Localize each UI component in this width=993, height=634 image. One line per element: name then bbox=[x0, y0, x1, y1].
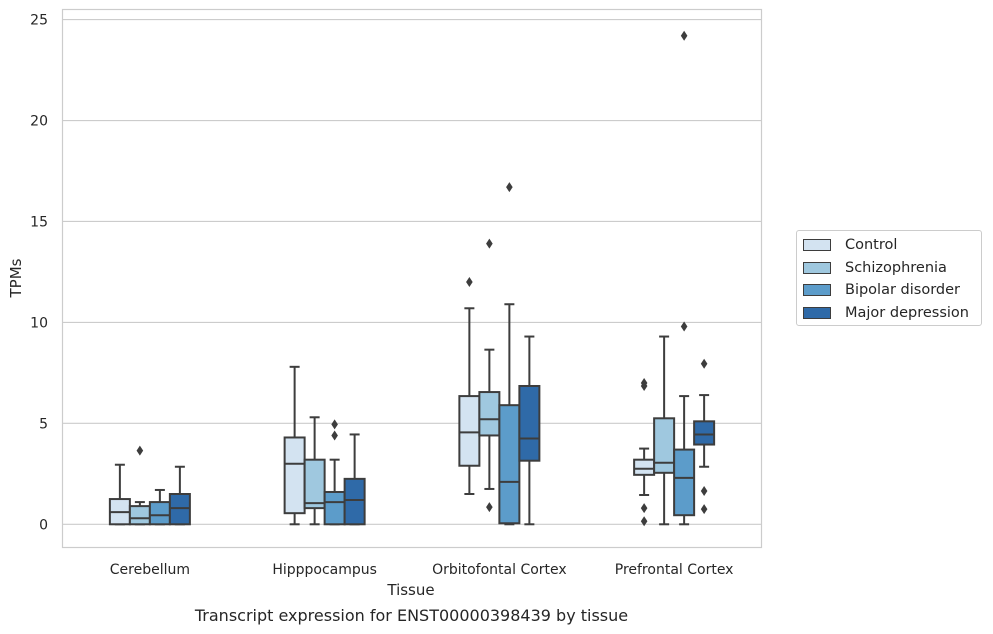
box-1-3 bbox=[653, 335, 676, 526]
series-bipolar-disorder bbox=[148, 30, 696, 526]
box-2-3 bbox=[673, 30, 696, 526]
legend-swatch-control bbox=[803, 239, 831, 251]
box-iqr bbox=[128, 505, 151, 526]
box-3-3 bbox=[693, 358, 716, 515]
box-0-1 bbox=[283, 365, 306, 526]
outlier-point bbox=[486, 502, 493, 513]
box-iqr bbox=[343, 477, 366, 526]
outlier-point bbox=[331, 430, 338, 441]
legend-item-major-depression: Major depression bbox=[803, 304, 969, 322]
legend-label-schizophrenia: Schizophrenia bbox=[845, 260, 947, 276]
box-iqr bbox=[693, 420, 716, 446]
series-schizophrenia bbox=[128, 238, 676, 526]
legend-label-major-depression: Major depression bbox=[845, 305, 969, 321]
box-iqr bbox=[633, 458, 656, 476]
outlier-point bbox=[486, 238, 493, 249]
legend-swatch-bipolar-disorder bbox=[803, 284, 831, 296]
legend-swatch-schizophrenia bbox=[803, 262, 831, 274]
box-2-2 bbox=[498, 182, 521, 526]
box-3-2 bbox=[518, 335, 541, 526]
box-iqr bbox=[303, 458, 326, 510]
box-3-0 bbox=[168, 465, 191, 526]
outlier-point bbox=[680, 321, 688, 332]
series-major-depression bbox=[168, 335, 716, 526]
outlier-point bbox=[466, 277, 473, 288]
legend-item-control: Control bbox=[803, 236, 897, 254]
box-3-1 bbox=[343, 433, 366, 526]
outlier-point bbox=[680, 30, 688, 41]
box-iqr bbox=[283, 436, 306, 515]
x-tick-label-0: Cerebellum bbox=[110, 562, 190, 578]
legend-item-schizophrenia: Schizophrenia bbox=[803, 259, 947, 277]
box-iqr bbox=[458, 395, 481, 467]
outlier-point bbox=[640, 516, 648, 527]
x-tick-label-3: Prefrontal Cortex bbox=[615, 562, 734, 578]
y-tick-label-5: 5 bbox=[39, 416, 48, 432]
chart-legend: Control Schizophrenia Bipolar disorder M… bbox=[796, 230, 982, 326]
legend-label-control: Control bbox=[845, 237, 898, 253]
outlier-point bbox=[700, 358, 708, 369]
box-iqr bbox=[498, 404, 521, 525]
box-series bbox=[108, 30, 716, 527]
box-iqr bbox=[673, 448, 696, 517]
outlier-point bbox=[640, 503, 648, 514]
x-tick-label-1: Hipppocampus bbox=[272, 562, 377, 578]
outlier-point bbox=[700, 504, 708, 515]
outlier-point bbox=[640, 377, 648, 388]
box-iqr bbox=[148, 501, 171, 526]
box-iqr bbox=[478, 391, 501, 437]
box-1-0 bbox=[128, 445, 151, 526]
y-axis-title: TPMs bbox=[7, 258, 25, 298]
box-iqr bbox=[323, 490, 346, 526]
x-axis-title: Tissue bbox=[386, 581, 434, 599]
y-tick-label-20: 20 bbox=[30, 114, 48, 130]
y-tick-label-0: 0 bbox=[39, 517, 48, 533]
x-tick-labels: Cerebellum Hipppocampus Orbitofontal Corte… bbox=[110, 562, 734, 578]
box-iqr bbox=[653, 417, 676, 474]
legend-swatch-major-depression bbox=[803, 307, 831, 319]
box-1-2 bbox=[478, 238, 501, 513]
box-2-1 bbox=[323, 419, 346, 526]
y-tick-label-25: 25 bbox=[30, 13, 48, 29]
y-tick-labels: 0 5 10 15 20 25 bbox=[30, 13, 48, 534]
outlier-point bbox=[136, 445, 144, 456]
box-0-3 bbox=[633, 377, 656, 527]
box-iqr bbox=[518, 384, 541, 462]
chart-caption: Transcript expression for ENST0000039843… bbox=[194, 606, 629, 625]
box-1-1 bbox=[303, 416, 326, 526]
y-tick-label-15: 15 bbox=[30, 214, 48, 230]
outlier-point bbox=[506, 182, 513, 193]
outlier-point bbox=[331, 419, 338, 430]
x-tick-label-2: Orbitofontal Cortex bbox=[432, 562, 567, 578]
series-control bbox=[108, 277, 656, 527]
outlier-point bbox=[700, 485, 708, 496]
y-tick-label-10: 10 bbox=[30, 315, 48, 331]
box-iqr bbox=[168, 493, 191, 526]
plot-frame bbox=[61, 8, 763, 549]
legend-item-bipolar-disorder: Bipolar disorder bbox=[803, 281, 960, 299]
legend-label-bipolar-disorder: Bipolar disorder bbox=[845, 282, 960, 298]
box-0-0 bbox=[108, 463, 131, 526]
